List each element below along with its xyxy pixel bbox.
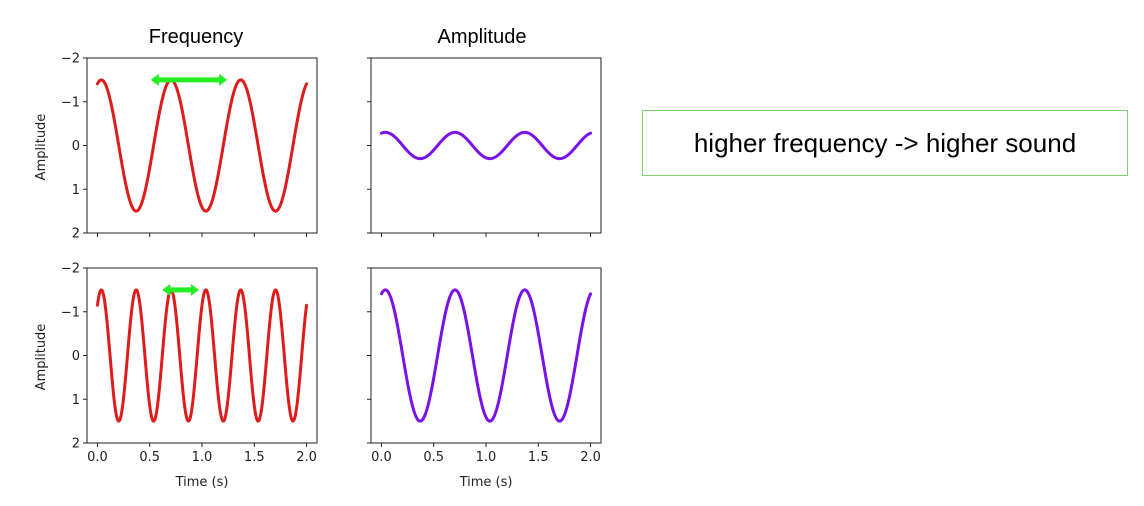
y-tick-label: 1: [72, 393, 80, 408]
period-arrow-head-left: [162, 283, 171, 296]
y-tick-label: 0: [72, 139, 80, 154]
x-tick-label: 0.0: [371, 450, 392, 465]
y-tick-label: −1: [61, 95, 80, 110]
x-axis-label-right: Time (s): [459, 475, 513, 490]
x-tick-label: 2.0: [296, 450, 317, 465]
x-tick-label: 2.0: [580, 450, 601, 465]
annotation-box: higher frequency -> higher sound: [642, 110, 1128, 176]
y-tick-label: 2: [72, 227, 80, 242]
y-axis-label-top: Amplitude: [34, 114, 49, 181]
period-arrow-head-left: [150, 73, 159, 86]
panel-title-amplitude: Amplitude: [438, 26, 527, 48]
x-tick-label: 0.5: [423, 450, 444, 465]
period-arrow-head-right: [219, 73, 228, 86]
panel-title-frequency: Frequency: [149, 26, 244, 48]
x-axis-label-left: Time (s): [175, 475, 229, 490]
frequency-high-panel: 0.0 0.5 1.0 1.5 2.0 −2 −1 0 1 2: [61, 262, 318, 465]
y-tick-label: −2: [61, 262, 80, 277]
x-tick-label: 1.5: [244, 450, 265, 465]
x-tick-label: 1.0: [476, 450, 497, 465]
amplitude-high-panel: 0.0 0.5 1.0 1.5 2.0: [367, 267, 602, 465]
y-tick-label: 0: [72, 349, 80, 364]
y-tick-label: −2: [61, 52, 80, 67]
y-axis-label-bottom: Amplitude: [34, 324, 49, 391]
sine-series-line: [379, 288, 593, 423]
x-tick-label: 0.0: [87, 450, 108, 465]
y-tick-label: 2: [72, 437, 80, 452]
x-tick-label: 1.5: [528, 450, 549, 465]
axes-frame: [370, 57, 602, 234]
x-tick-label: 1.0: [192, 450, 213, 465]
sine-series-line: [95, 288, 309, 423]
y-tick-label: 1: [72, 183, 80, 198]
amplitude-low-panel: [367, 57, 602, 237]
period-arrow-head-right: [190, 283, 199, 296]
sine-series-line: [379, 130, 593, 161]
annotation-text: higher frequency -> higher sound: [693, 127, 1077, 158]
sine-series-line: [95, 78, 309, 213]
frequency-low-panel: −2 −1 0 1 2: [61, 52, 318, 242]
x-tick-label: 0.5: [139, 450, 160, 465]
y-tick-label: −1: [61, 305, 80, 320]
